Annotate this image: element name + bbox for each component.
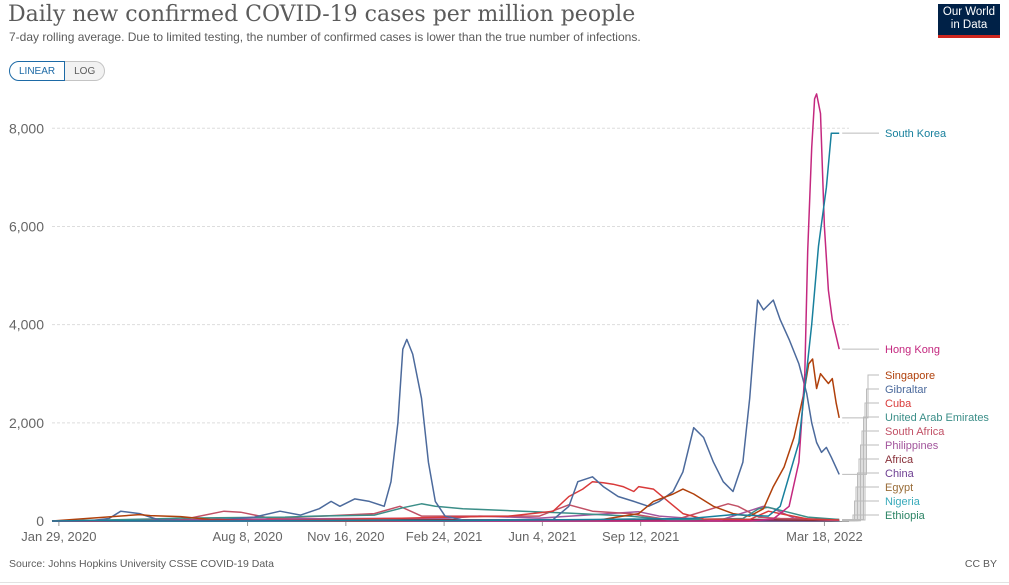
logo-line-2: in Data	[950, 19, 988, 31]
x-tick-label: Jan 29, 2020	[21, 529, 96, 544]
series-line	[51, 358, 840, 522]
series-line	[51, 503, 840, 522]
x-tick-label: Feb 24, 2021	[406, 529, 483, 544]
chart-subtitle: 7-day rolling average. Due to limited te…	[9, 30, 641, 44]
linear-scale-button[interactable]: LINEAR	[9, 61, 66, 81]
y-tick-label: 4,000	[9, 317, 44, 333]
x-tick-label: Sep 12, 2021	[602, 529, 679, 544]
series-legend: South Korea Hong Kong Singapore Gibraltar Cu…	[885, 128, 989, 522]
series-line	[51, 132, 840, 522]
owid-logo[interactable]: Our World in Data	[938, 4, 1000, 38]
scale-toggle: LINEAR LOG	[9, 61, 106, 81]
x-tick-label: Nov 16, 2020	[307, 529, 384, 544]
legend-label: Hong Kong	[885, 344, 940, 356]
logo-line-1: Our World	[942, 6, 996, 18]
legend-label: China	[885, 468, 915, 480]
bottom-divider	[0, 582, 1009, 583]
legend-connector	[842, 430, 879, 521]
legend-label: Singapore	[885, 370, 935, 382]
legend-connector	[842, 444, 879, 522]
legend-label: United Arab Emirates	[885, 412, 989, 424]
series-lines	[51, 93, 840, 522]
y-tick-label: 2,000	[9, 415, 44, 431]
legend-label: Nigeria	[885, 496, 921, 508]
y-axis-tick-labels: 0 2,000 4,000 6,000 8,000	[9, 120, 44, 529]
series-line	[51, 93, 840, 522]
series-line	[52, 299, 840, 522]
legend-connector	[842, 514, 879, 522]
legend-label: Cuba	[885, 398, 912, 410]
legend-label: Egypt	[885, 482, 913, 494]
source-note: Source: Johns Hopkins University CSSE CO…	[9, 558, 274, 570]
legend-connectors	[842, 132, 879, 522]
log-scale-button[interactable]: LOG	[65, 61, 106, 81]
legend-connector	[842, 374, 879, 419]
legend-label: Gibraltar	[885, 384, 928, 396]
legend-label: Ethiopia	[885, 510, 926, 522]
series-line	[51, 480, 840, 522]
license-link[interactable]: CC BY	[964, 558, 997, 570]
y-tick-label: 8,000	[9, 120, 44, 136]
x-tick-label: Mar 18, 2022	[786, 529, 863, 544]
x-tick-label: Jun 4, 2021	[508, 529, 576, 544]
legend-label: South Africa	[885, 426, 945, 438]
x-axis: Jan 29, 2020 Aug 8, 2020 Nov 16, 2020 Feb 2…	[21, 521, 863, 544]
legend-label: Philippines	[885, 440, 939, 452]
chart-title: Daily new confirmed COVID-19 cases per m…	[8, 2, 636, 27]
y-tick-label: 6,000	[9, 218, 44, 234]
legend-label: Africa	[885, 454, 914, 466]
x-tick-label: Aug 8, 2020	[213, 529, 283, 544]
y-tick-label: 0	[36, 513, 44, 529]
legend-label: South Korea	[885, 128, 947, 140]
legend-connector	[842, 388, 879, 475]
grid-lines	[52, 127, 849, 424]
